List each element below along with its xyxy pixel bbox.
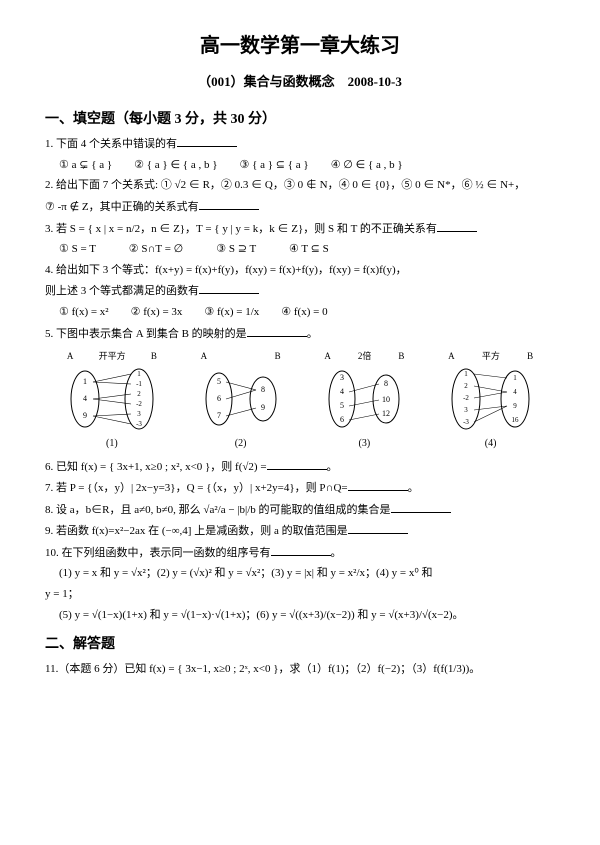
question-2b: ⑦ -π ∉ Z，其中正确的关系式有: [45, 198, 555, 217]
svg-text:8: 8: [384, 379, 388, 388]
svg-text:7: 7: [217, 411, 221, 420]
svg-text:9: 9: [513, 402, 517, 410]
svg-text:4: 4: [83, 394, 87, 403]
blank: [247, 325, 307, 337]
question-3: 3. 若 S = { x | x = n/2，n ∈ Z}，T = { y | …: [45, 220, 555, 239]
d4-label: 平方: [482, 349, 500, 363]
diagram-3: A2倍B 3 4 5 6 8 10 12 (3): [324, 349, 404, 451]
q3-text: 3. 若 S = { x | x = n/2，n ∈ Z}，T = { y | …: [45, 223, 437, 235]
q6-text: 6. 已知 f(x) = { 3x+1, x≥0 ; x², x<0 }，则 f…: [45, 461, 267, 473]
caption-4: (4): [448, 436, 533, 452]
q8-text: 8. 设 a，b∈R，且 a≠0, b≠0, 那么 √a²/a − |b|/b …: [45, 504, 391, 516]
question-11: 11.（本题 6 分）已知 f(x) = { 3x−1, x≥0 ; 2ˣ, x…: [45, 661, 555, 679]
section-1-heading: 一、填空题（每小题 3 分，共 30 分）: [45, 109, 555, 131]
q4b-text: 则上述 3 个等式都满足的函数有: [45, 285, 199, 297]
question-6: 6. 已知 f(x) = { 3x+1, x≥0 ; x², x<0 }，则 f…: [45, 458, 555, 477]
svg-text:-1: -1: [136, 380, 142, 388]
mapping-svg-2: 5 6 7 8 9: [201, 364, 281, 434]
question-4: 4. 给出如下 3 个等式：f(x+y) = f(x)+f(y)，f(xy) =…: [45, 262, 555, 280]
blank: [348, 479, 408, 491]
caption-1: (1): [67, 436, 157, 452]
svg-text:1: 1: [83, 377, 87, 386]
diagram-2: AB 5 6 7 8 9 (2): [201, 349, 281, 451]
svg-text:3: 3: [464, 406, 468, 414]
svg-text:9: 9: [83, 411, 87, 420]
mapping-diagrams: A开平方B 1 4 9 1 -1 2 -2 3 -3 (1) AB 5: [45, 349, 555, 451]
q3-options: ① S = T ② S∩T = ∅ ③ S ⊇ T ④ T ⊆ S: [45, 241, 555, 259]
question-4b: 则上述 3 个等式都满足的函数有: [45, 282, 555, 301]
blank: [177, 135, 237, 147]
svg-text:3: 3: [340, 373, 344, 382]
diagram-4: A平方B 1 2 -2 3 -3 1 4 9 16 (4): [448, 349, 533, 451]
mapping-svg-1: 1 4 9 1 -1 2 -2 3 -3: [67, 364, 157, 434]
svg-text:-2: -2: [463, 394, 469, 402]
svg-text:6: 6: [340, 415, 344, 424]
q4-options: ① f(x) = x² ② f(x) = 3x ③ f(x) = 1/x ④ f…: [45, 304, 555, 322]
svg-text:8: 8: [261, 385, 265, 394]
section-2-heading: 二、解答题: [45, 634, 555, 656]
question-5: 5. 下图中表示集合 A 到集合 B 的映射的是。: [45, 325, 555, 344]
question-7: 7. 若 P = {（x，y）| 2x−y=3}，Q = {（x，y）| x+2…: [45, 479, 555, 498]
svg-text:4: 4: [513, 388, 517, 396]
caption-2: (2): [201, 436, 281, 452]
page-subtitle: （001）集合与函数概念 2008-10-3: [45, 72, 555, 93]
q9-text: 9. 若函数 f(x)=x²−2ax 在 (−∞,4] 上是减函数，则 a 的取…: [45, 525, 348, 537]
q7-text: 7. 若 P = {（x，y）| 2x−y=3}，Q = {（x，y）| x+2…: [45, 482, 348, 494]
d3-label: 2倍: [358, 349, 372, 363]
svg-text:12: 12: [382, 409, 390, 418]
svg-text:2: 2: [464, 382, 468, 390]
q10-line-c: (5) y = √(1−x)(1+x) 和 y = √(1−x)·√(1+x)；…: [45, 607, 555, 625]
svg-text:-3: -3: [136, 420, 142, 428]
diagram-1: A开平方B 1 4 9 1 -1 2 -2 3 -3 (1): [67, 349, 157, 451]
q1-options: ① a ⊊ { a } ② { a } ∈ { a , b } ③ { a } …: [45, 157, 555, 175]
svg-text:-3: -3: [463, 418, 469, 426]
page-title: 高一数学第一章大练习: [45, 30, 555, 62]
q10-line-a: (1) y = x 和 y = √x²；(2) y = (√x)² 和 y = …: [45, 565, 555, 583]
svg-text:5: 5: [217, 377, 221, 386]
svg-text:10: 10: [382, 395, 390, 404]
q2b-text: ⑦ -π ∉ Z，其中正确的关系式有: [45, 201, 199, 213]
blank: [391, 501, 451, 513]
question-8: 8. 设 a，b∈R，且 a≠0, b≠0, 那么 √a²/a − |b|/b …: [45, 501, 555, 520]
svg-text:9: 9: [261, 403, 265, 412]
blank: [199, 282, 259, 294]
blank: [199, 198, 259, 210]
svg-text:2: 2: [137, 390, 141, 398]
svg-text:1: 1: [137, 370, 141, 378]
q10-text: 10. 在下列组函数中，表示同一函数的组序号有: [45, 547, 271, 559]
question-9: 9. 若函数 f(x)=x²−2ax 在 (−∞,4] 上是减函数，则 a 的取…: [45, 522, 555, 541]
svg-text:6: 6: [217, 394, 221, 403]
svg-text:1: 1: [464, 370, 468, 378]
mapping-svg-4: 1 2 -2 3 -3 1 4 9 16: [448, 364, 533, 434]
mapping-svg-3: 3 4 5 6 8 10 12: [324, 364, 404, 434]
svg-text:1: 1: [513, 374, 517, 382]
q1-text: 1. 下面 4 个关系中错误的有: [45, 138, 177, 150]
svg-text:4: 4: [340, 387, 344, 396]
svg-text:16: 16: [512, 416, 520, 424]
svg-text:3: 3: [137, 410, 141, 418]
q10-line-b: y = 1；: [45, 586, 555, 604]
q5-text: 5. 下图中表示集合 A 到集合 B 的映射的是: [45, 328, 247, 340]
question-2: 2. 给出下面 7 个关系式: ① √2 ∈ R，② 0.3 ∈ Q，③ 0 ∉…: [45, 177, 555, 195]
blank: [348, 522, 408, 534]
blank: [437, 220, 477, 232]
blank: [271, 544, 331, 556]
d1-label: 开平方: [99, 349, 126, 363]
question-10: 10. 在下列组函数中，表示同一函数的组序号有。: [45, 544, 555, 563]
svg-text:5: 5: [340, 401, 344, 410]
question-1: 1. 下面 4 个关系中错误的有: [45, 135, 555, 154]
svg-text:-2: -2: [136, 400, 142, 408]
caption-3: (3): [324, 436, 404, 452]
blank: [267, 458, 327, 470]
